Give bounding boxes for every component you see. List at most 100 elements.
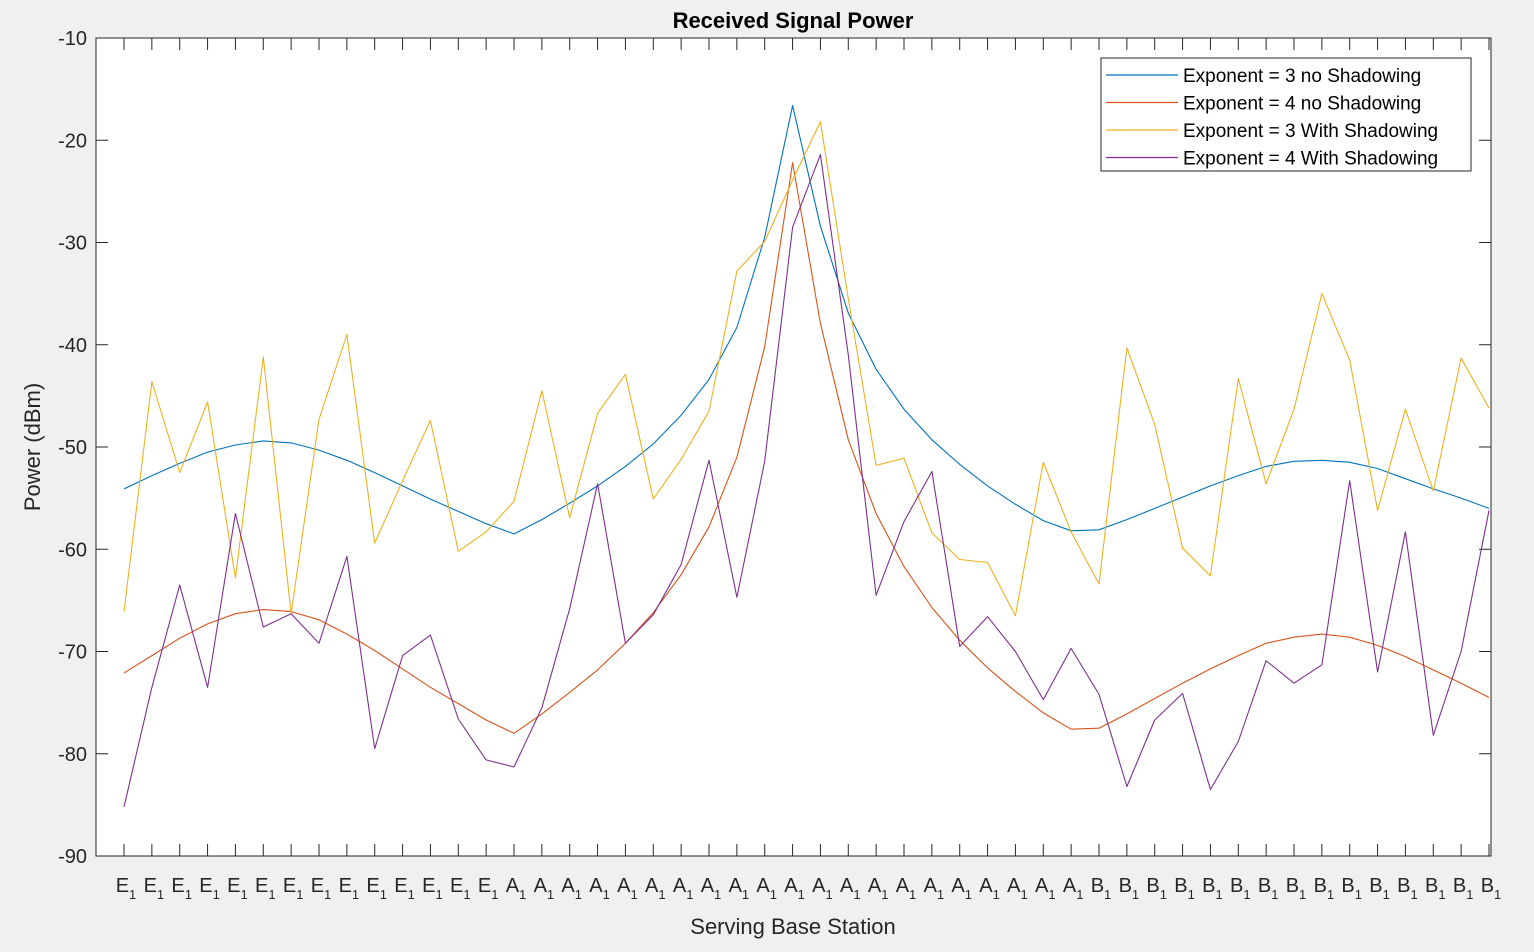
legend-entry-label: Exponent = 4 With Shadowing (1183, 149, 1438, 170)
x-tick-label: A1 (979, 875, 1000, 902)
x-tick-label-subscript: 1 (630, 887, 637, 902)
x-tick-label: A1 (506, 875, 527, 902)
x-tick-label: B1 (1230, 875, 1251, 902)
x-tick-label: E1 (450, 875, 471, 902)
x-tick-label: E1 (144, 875, 165, 902)
x-tick-label-base: A (868, 875, 882, 897)
x-tick-label-subscript: 1 (603, 887, 610, 902)
series-lines (123, 104, 1490, 808)
x-tick-label: B1 (1146, 875, 1167, 902)
x-tick-label: B1 (1453, 875, 1474, 902)
x-tick-label-subscript: 1 (1438, 887, 1445, 902)
x-tick-label-subscript: 1 (1383, 887, 1390, 902)
x-tick-label-subscript: 1 (1327, 887, 1334, 902)
y-tick-label: -10 (58, 28, 87, 50)
x-tick-label-subscript: 1 (1188, 887, 1195, 902)
legend-entry-label: Exponent = 4 no Shadowing (1183, 94, 1421, 115)
x-tick-label-subscript: 1 (1410, 887, 1417, 902)
x-tick-label-base: A (729, 875, 743, 897)
x-tick-label: B1 (1481, 875, 1502, 902)
plot-frame (95, 37, 1492, 857)
legend-entry-label: Exponent = 3 no Shadowing (1183, 66, 1421, 87)
x-tick-label-subscript: 1 (435, 887, 442, 902)
x-tick-label-base: B (1369, 875, 1382, 897)
x-tick-label: B1 (1314, 875, 1335, 902)
x-tick-label-subscript: 1 (658, 887, 665, 902)
x-tick-label-base: A (951, 875, 965, 897)
x-tick-label-base: B (1202, 875, 1215, 897)
x-tick-label: A1 (1063, 875, 1084, 902)
x-tick-label: A1 (534, 875, 555, 902)
x-tick-label-base: E (199, 875, 212, 897)
x-tick-label-base: B (1174, 875, 1187, 897)
x-tick-label-subscript: 1 (1132, 887, 1139, 902)
x-tick-label: A1 (951, 875, 972, 902)
x-tick-label-base: B (1397, 875, 1410, 897)
x-tick-label-base: A (561, 875, 575, 897)
y-tick-label: -50 (58, 437, 87, 459)
x-tick-label: B1 (1119, 875, 1140, 902)
x-tick-label-subscript: 1 (686, 887, 693, 902)
x-tick-label-base: B (1091, 875, 1104, 897)
legend-box (1100, 57, 1472, 172)
x-tick-label-base: A (645, 875, 659, 897)
x-tick-label-base: E (366, 875, 379, 897)
x-tick-label-subscript: 1 (798, 887, 805, 902)
x-tick-label-base: B (1453, 875, 1466, 897)
x-tick-label-subscript: 1 (1076, 887, 1083, 902)
legend: Exponent = 3 no Shadowing Exponent = 4 no… (1100, 57, 1472, 172)
x-tick-label-base: B (1481, 875, 1494, 897)
x-tick-label: B1 (1091, 875, 1112, 902)
x-tick-label-subscript: 1 (1215, 887, 1222, 902)
x-tick-label-subscript: 1 (965, 887, 972, 902)
x-tick-label: E1 (227, 875, 248, 902)
x-tick-label-base: A (701, 875, 715, 897)
x-tick-label-subscript: 1 (742, 887, 749, 902)
x-tick-label-base: A (589, 875, 603, 897)
y-tick-label: -30 (58, 233, 87, 255)
x-tick-label: E1 (171, 875, 192, 902)
x-tick-label: A1 (701, 875, 722, 902)
x-tick-label-base: E (171, 875, 184, 897)
y-tick-label: -90 (58, 846, 87, 868)
y-tick-label: -80 (58, 744, 87, 766)
x-tick-label-subscript: 1 (157, 887, 164, 902)
x-tick-label-base: E (450, 875, 463, 897)
y-tick-label: -40 (58, 335, 87, 357)
x-tick-label-base: E (422, 875, 435, 897)
x-tick-label-subscript: 1 (1048, 887, 1055, 902)
x-tick-label-base: E (394, 875, 407, 897)
x-tick-label-base: A (673, 875, 687, 897)
x-tick-label: B1 (1369, 875, 1390, 902)
x-tick-label-base: E (311, 875, 324, 897)
x-tick-label-subscript: 1 (853, 887, 860, 902)
x-tick-label: A1 (784, 875, 805, 902)
x-axis: E1 E1 E1 E1 E1 E1 E1 E1 E1 E1 E1 E1 E1 E1 A1 A1 A1 A1 A1 A1… (116, 38, 1502, 902)
y-tick-label: -20 (58, 130, 87, 152)
x-tick-label-subscript: 1 (129, 887, 136, 902)
x-tick-label-subscript: 1 (993, 887, 1000, 902)
x-tick-label-subscript: 1 (1466, 887, 1473, 902)
x-tick-label-subscript: 1 (575, 887, 582, 902)
x-tick-label-base: A (756, 875, 770, 897)
x-tick-label: B1 (1397, 875, 1418, 902)
x-tick-label-subscript: 1 (825, 887, 832, 902)
x-tick-label-base: A (784, 875, 798, 897)
x-tick-label: E1 (255, 875, 276, 902)
x-tick-label-subscript: 1 (1355, 887, 1362, 902)
legend-entry-label: Exponent = 3 With Shadowing (1183, 121, 1438, 142)
x-tick-label: B1 (1286, 875, 1307, 902)
x-tick-label: A1 (812, 875, 833, 902)
series-line-2 (123, 162, 1490, 734)
x-tick-label-subscript: 1 (268, 887, 275, 902)
x-tick-label: A1 (1035, 875, 1056, 902)
x-tick-label-subscript: 1 (296, 887, 303, 902)
x-tick-label: B1 (1425, 875, 1446, 902)
x-tick-label-base: B (1230, 875, 1243, 897)
x-tick-label: B1 (1341, 875, 1362, 902)
x-tick-label-base: E (283, 875, 296, 897)
x-tick-label-base: A (1035, 875, 1049, 897)
x-tick-label-base: B (1119, 875, 1132, 897)
x-tick-label-base: A (896, 875, 910, 897)
